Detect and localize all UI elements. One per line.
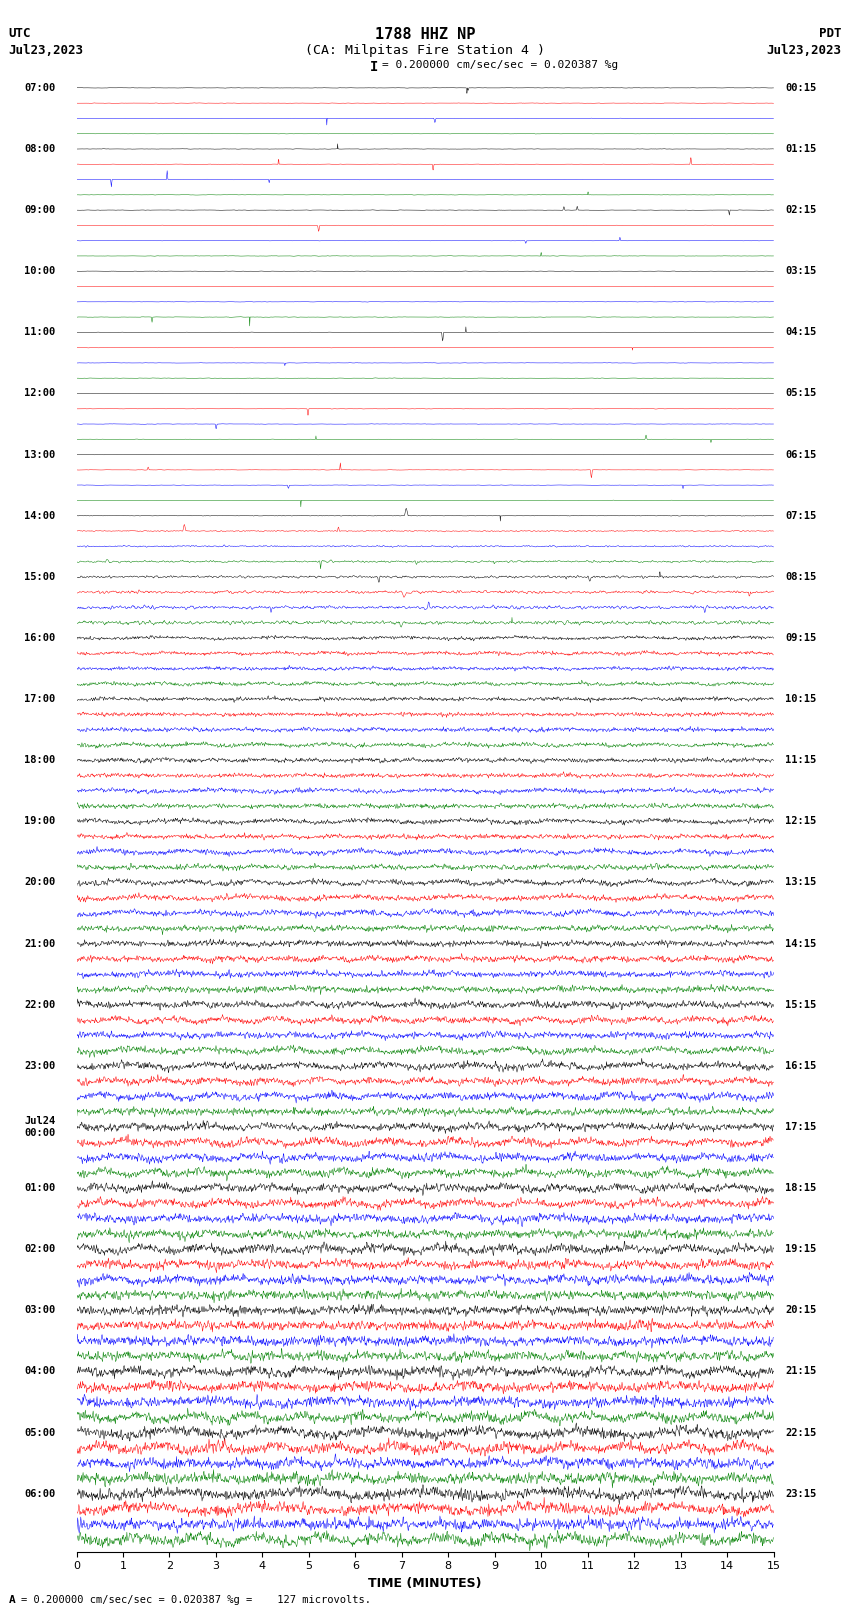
Text: 20:15: 20:15 — [785, 1305, 816, 1315]
Text: = 0.200000 cm/sec/sec = 0.020387 %g: = 0.200000 cm/sec/sec = 0.020387 %g — [382, 60, 619, 69]
Text: 06:15: 06:15 — [785, 450, 816, 460]
Text: 07:00: 07:00 — [25, 82, 55, 94]
Text: 17:00: 17:00 — [25, 694, 55, 703]
Text: 10:00: 10:00 — [25, 266, 55, 276]
Text: 09:00: 09:00 — [25, 205, 55, 215]
Text: 1788 HHZ NP: 1788 HHZ NP — [375, 27, 475, 42]
Text: 15:00: 15:00 — [25, 573, 55, 582]
Text: 13:00: 13:00 — [25, 450, 55, 460]
Text: I: I — [370, 60, 378, 74]
Text: 19:15: 19:15 — [785, 1244, 816, 1255]
Text: 11:00: 11:00 — [25, 327, 55, 337]
Text: 11:15: 11:15 — [785, 755, 816, 765]
Text: A: A — [8, 1595, 15, 1605]
Text: PDT: PDT — [819, 27, 842, 40]
Text: 07:15: 07:15 — [785, 511, 816, 521]
Text: 17:15: 17:15 — [785, 1123, 816, 1132]
Text: 06:00: 06:00 — [25, 1489, 55, 1498]
Text: 00:15: 00:15 — [785, 82, 816, 94]
Text: 04:00: 04:00 — [25, 1366, 55, 1376]
Text: 22:15: 22:15 — [785, 1428, 816, 1437]
Text: 21:00: 21:00 — [25, 939, 55, 948]
Text: Jul23,2023: Jul23,2023 — [8, 44, 83, 56]
Text: 16:15: 16:15 — [785, 1061, 816, 1071]
Text: 05:00: 05:00 — [25, 1428, 55, 1437]
Text: Jul23,2023: Jul23,2023 — [767, 44, 842, 56]
Text: 02:15: 02:15 — [785, 205, 816, 215]
Text: 01:15: 01:15 — [785, 144, 816, 153]
Text: 15:15: 15:15 — [785, 1000, 816, 1010]
Text: 01:00: 01:00 — [25, 1182, 55, 1194]
Text: 12:00: 12:00 — [25, 389, 55, 398]
X-axis label: TIME (MINUTES): TIME (MINUTES) — [368, 1578, 482, 1590]
Text: 23:15: 23:15 — [785, 1489, 816, 1498]
Text: 13:15: 13:15 — [785, 877, 816, 887]
Text: 05:15: 05:15 — [785, 389, 816, 398]
Text: 03:00: 03:00 — [25, 1305, 55, 1315]
Text: 16:00: 16:00 — [25, 632, 55, 644]
Text: 08:15: 08:15 — [785, 573, 816, 582]
Text: 18:00: 18:00 — [25, 755, 55, 765]
Text: 04:15: 04:15 — [785, 327, 816, 337]
Text: 19:00: 19:00 — [25, 816, 55, 826]
Text: 14:15: 14:15 — [785, 939, 816, 948]
Text: 20:00: 20:00 — [25, 877, 55, 887]
Text: Jul24
00:00: Jul24 00:00 — [25, 1116, 55, 1137]
Text: 08:00: 08:00 — [25, 144, 55, 153]
Text: 22:00: 22:00 — [25, 1000, 55, 1010]
Text: 02:00: 02:00 — [25, 1244, 55, 1255]
Text: 18:15: 18:15 — [785, 1182, 816, 1194]
Text: UTC: UTC — [8, 27, 31, 40]
Text: 03:15: 03:15 — [785, 266, 816, 276]
Text: 21:15: 21:15 — [785, 1366, 816, 1376]
Text: 10:15: 10:15 — [785, 694, 816, 703]
Text: 12:15: 12:15 — [785, 816, 816, 826]
Text: 14:00: 14:00 — [25, 511, 55, 521]
Text: = 0.200000 cm/sec/sec = 0.020387 %g =    127 microvolts.: = 0.200000 cm/sec/sec = 0.020387 %g = 12… — [21, 1595, 371, 1605]
Text: (CA: Milpitas Fire Station 4 ): (CA: Milpitas Fire Station 4 ) — [305, 44, 545, 56]
Text: 23:00: 23:00 — [25, 1061, 55, 1071]
Text: 09:15: 09:15 — [785, 632, 816, 644]
